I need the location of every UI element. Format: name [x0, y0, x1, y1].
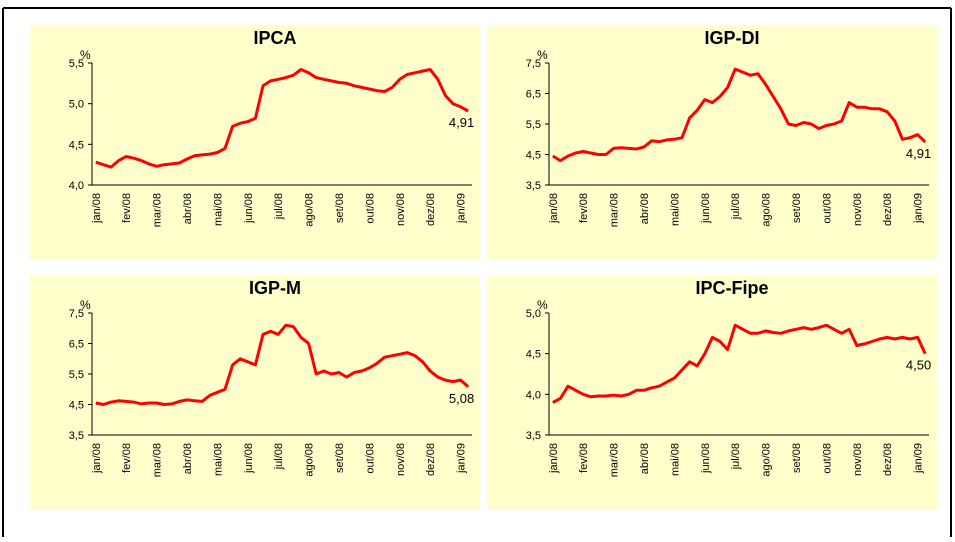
x-tick-label: jul/08: [273, 193, 285, 220]
y-tick-label: 5,5: [69, 58, 84, 70]
x-tick-label: mar/08: [609, 443, 621, 477]
x-tick-label: dez/08: [882, 443, 894, 476]
x-tick-label: jan/08: [548, 193, 560, 224]
y-tick-label: 7,5: [69, 308, 84, 320]
x-tick-label: jun/08: [700, 193, 712, 224]
x-tick-label: ago/08: [304, 193, 316, 227]
x-tick-label: nov/08: [852, 443, 864, 476]
x-tick-label: mai/08: [212, 443, 224, 476]
x-tick-label: abr/08: [639, 443, 651, 474]
x-tick-label: jan/09: [456, 193, 468, 224]
x-tick-label: mar/08: [609, 193, 621, 227]
value-label: 4,91: [906, 146, 931, 161]
y-tick-label: 4,5: [69, 139, 84, 151]
y-tick-label: 3,5: [526, 430, 541, 442]
chart-panel: IGP-DI% 3,5 4,5 5,5 6,5 7,5 jan/08 fev/08 mar/08…: [487, 25, 937, 260]
y-axis-unit: %: [537, 48, 548, 62]
x-tick-label: abr/08: [182, 193, 194, 224]
y-axis-unit: %: [80, 48, 91, 62]
x-tick-label: mai/08: [669, 443, 681, 476]
x-tick-label: jun/08: [243, 193, 255, 224]
x-tick-label: out/08: [364, 193, 376, 224]
x-tick-label: dez/08: [425, 193, 437, 226]
y-tick-label: 5,5: [526, 119, 541, 131]
panel-background: [30, 25, 480, 260]
chart-panel: IPC-Fipe% 3,5 4,0 4,5 5,0 jan/08 fev/08 mar/08 a…: [487, 275, 937, 510]
y-tick-label: 4,0: [69, 180, 84, 192]
x-tick-label: nov/08: [395, 443, 407, 476]
x-tick-label: out/08: [821, 193, 833, 224]
x-tick-label: mar/08: [152, 443, 164, 477]
value-label: 5,08: [449, 391, 474, 406]
x-tick-label: jan/08: [91, 443, 103, 474]
chart-panel: IPCA% 4,0 4,5 5,0 5,5 jan/08 fev/08 mar/08 abr/0…: [30, 25, 480, 260]
y-tick-label: 4,5: [69, 400, 84, 412]
y-tick-label: 3,5: [526, 180, 541, 192]
x-tick-label: set/08: [334, 193, 346, 223]
x-tick-label: out/08: [364, 443, 376, 474]
x-tick-label: set/08: [791, 443, 803, 473]
x-tick-label: jul/08: [273, 443, 285, 470]
chart-title: IGP-M: [249, 278, 301, 298]
x-tick-label: nov/08: [395, 193, 407, 226]
x-tick-label: dez/08: [425, 443, 437, 476]
y-tick-label: 5,0: [69, 99, 84, 111]
x-tick-label: out/08: [821, 443, 833, 474]
panel-background: [30, 275, 480, 510]
chart-title: IPC-Fipe: [695, 278, 768, 298]
chart-title: IGP-DI: [704, 28, 759, 48]
x-tick-label: ago/08: [761, 443, 773, 477]
data-line: [552, 323, 927, 404]
y-tick-label: 7,5: [526, 58, 541, 70]
x-tick-label: jun/08: [243, 443, 255, 474]
chart-title: IPCA: [253, 28, 296, 48]
data-line: [552, 67, 927, 163]
x-tick-label: nov/08: [852, 193, 864, 226]
y-axis-unit: %: [537, 298, 548, 312]
x-tick-label: set/08: [334, 443, 346, 473]
x-tick-label: fev/08: [578, 443, 590, 473]
y-tick-label: 6,5: [69, 339, 84, 351]
y-tick-label: 5,5: [69, 369, 84, 381]
data-line: [95, 323, 470, 406]
x-tick-label: fev/08: [121, 193, 133, 223]
chart-panel: IGP-M% 3,5 4,5 5,5 6,5 7,5 jan/08 fev/08 mar/08 a…: [30, 275, 480, 510]
y-tick-label: 5,0: [526, 308, 541, 320]
x-tick-label: jan/09: [913, 193, 925, 224]
x-tick-label: abr/08: [182, 443, 194, 474]
x-tick-label: jul/08: [730, 443, 742, 470]
value-label: 4,50: [906, 358, 931, 373]
x-tick-label: jan/09: [456, 443, 468, 474]
x-tick-label: set/08: [791, 193, 803, 223]
x-tick-label: jun/08: [700, 443, 712, 474]
x-tick-label: ago/08: [304, 443, 316, 477]
x-tick-label: fev/08: [578, 193, 590, 223]
y-tick-label: 4,5: [526, 150, 541, 162]
x-tick-label: mar/08: [152, 193, 164, 227]
panel-background: [487, 275, 937, 510]
x-tick-label: jul/08: [730, 193, 742, 220]
y-tick-label: 3,5: [69, 430, 84, 442]
y-axis-unit: %: [80, 298, 91, 312]
x-tick-label: abr/08: [639, 193, 651, 224]
x-tick-label: fev/08: [121, 443, 133, 473]
y-tick-label: 4,5: [526, 349, 541, 361]
x-tick-label: dez/08: [882, 193, 894, 226]
x-tick-label: jan/08: [548, 443, 560, 474]
x-tick-label: jan/09: [913, 443, 925, 474]
y-tick-label: 4,0: [526, 389, 541, 401]
value-label: 4,91: [449, 115, 474, 130]
x-tick-label: mai/08: [212, 193, 224, 226]
panel-background: [487, 25, 937, 260]
x-tick-label: ago/08: [761, 193, 773, 227]
x-tick-label: jan/08: [91, 193, 103, 224]
x-tick-label: mai/08: [669, 193, 681, 226]
y-tick-label: 6,5: [526, 89, 541, 101]
data-line: [95, 68, 469, 169]
